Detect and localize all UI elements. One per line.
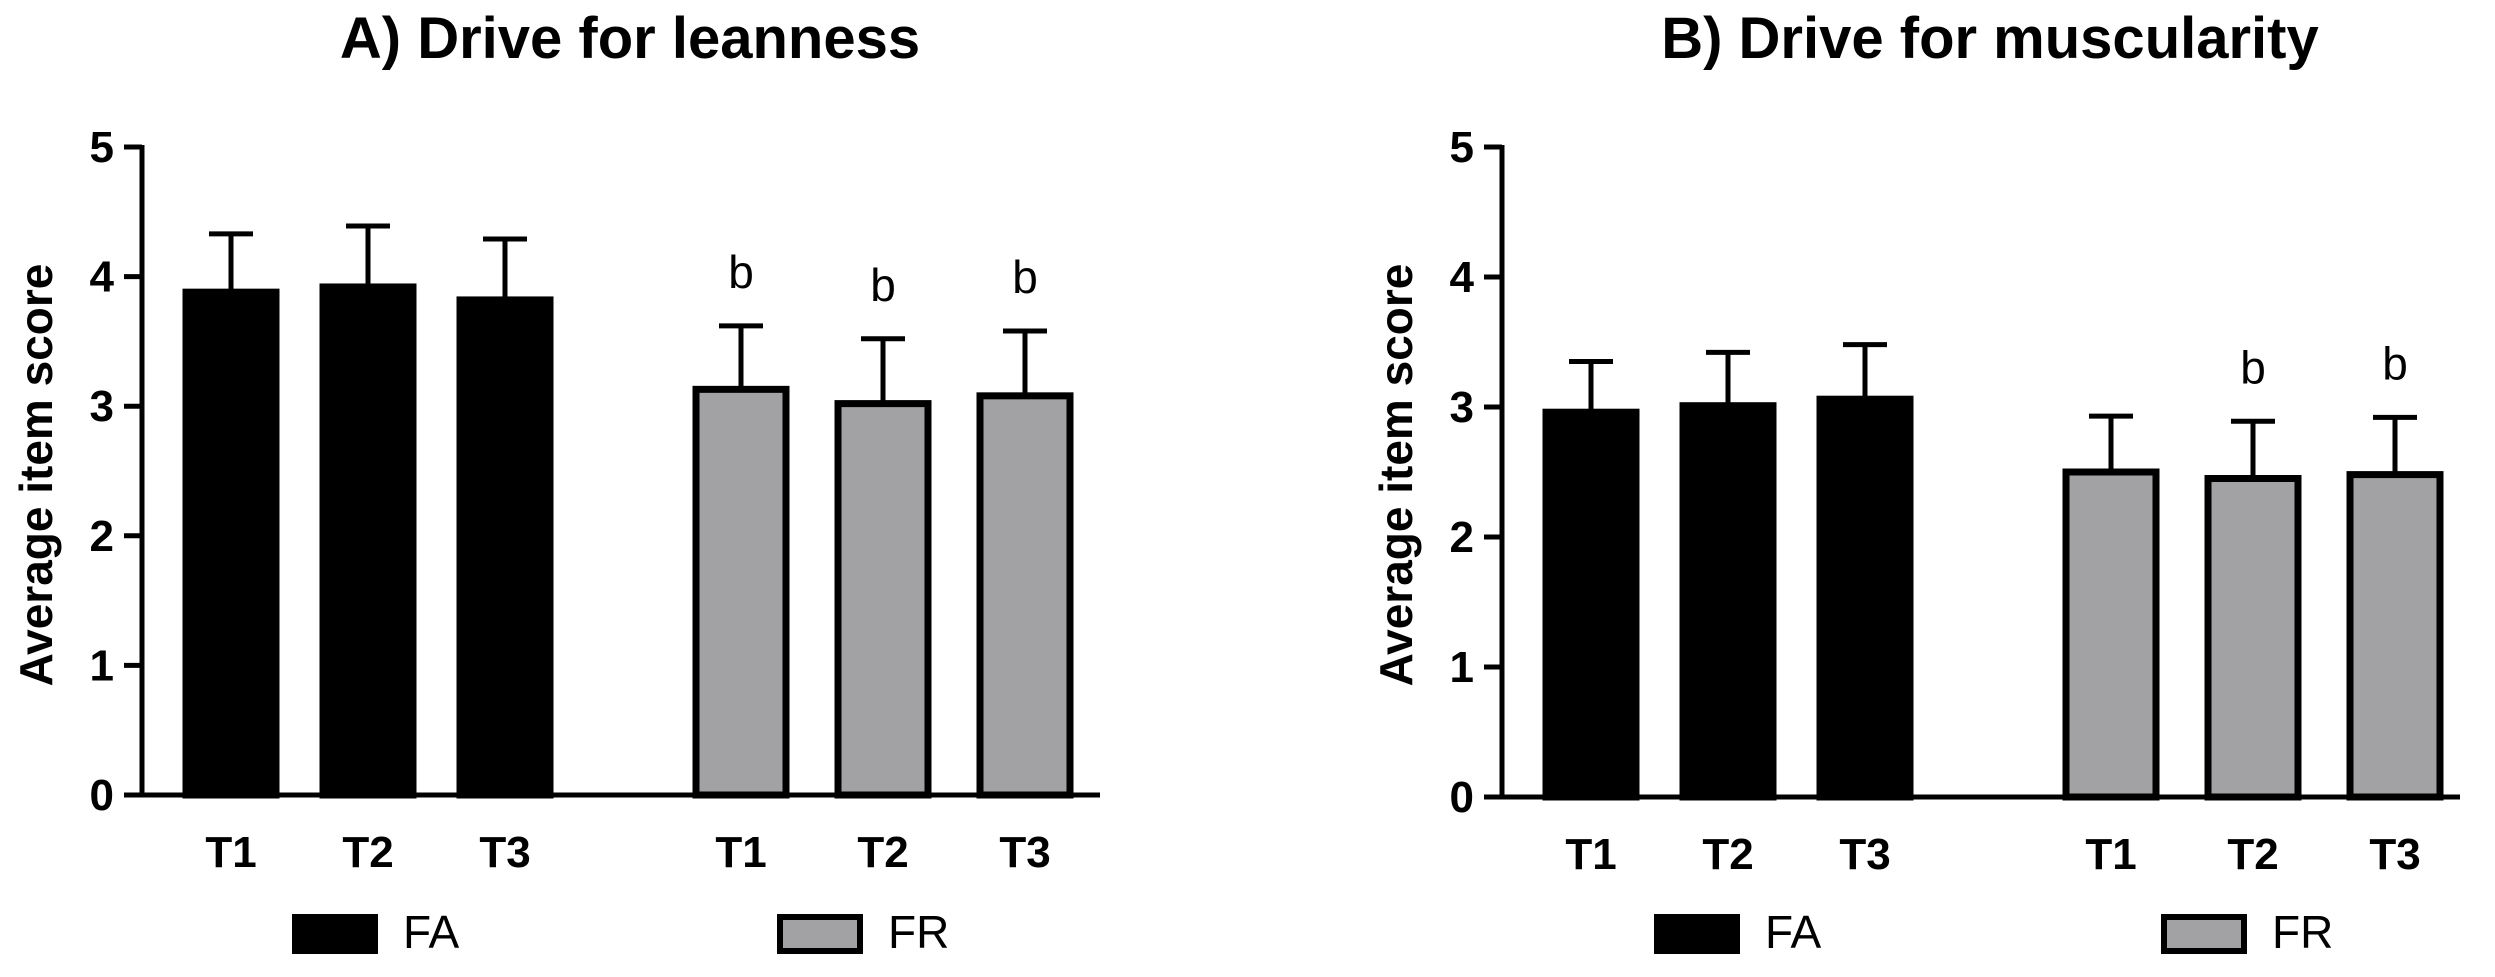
bar-fa-t1 bbox=[1542, 408, 1640, 801]
legend-swatch-fa bbox=[1654, 914, 1740, 954]
x-tick-label: T3 bbox=[479, 828, 530, 877]
y-tick-label: 5 bbox=[1450, 123, 1474, 172]
x-tick-label: T3 bbox=[2369, 830, 2420, 879]
legend-label: FA bbox=[1765, 906, 1822, 958]
panel-a: A) Drive for leanness Average item score… bbox=[10, 6, 1100, 958]
x-tick-label: T2 bbox=[857, 828, 908, 877]
legend-label: FR bbox=[2272, 906, 2333, 958]
x-tick-label: T1 bbox=[1565, 830, 1616, 879]
y-tick-label: 4 bbox=[90, 253, 115, 302]
bar-fa-t3 bbox=[456, 296, 554, 799]
legend-label: FA bbox=[403, 906, 460, 958]
x-tick-label: T1 bbox=[715, 828, 766, 877]
legend-label: FR bbox=[888, 906, 949, 958]
significance-label: b bbox=[728, 246, 754, 298]
bar-fa-t3 bbox=[1816, 395, 1914, 801]
chart-title: A) Drive for leanness bbox=[340, 6, 920, 71]
y-tick-label: 3 bbox=[90, 382, 114, 431]
legend-swatch-fr bbox=[2161, 914, 2247, 954]
x-tick-label: T2 bbox=[342, 828, 393, 877]
x-tick-label: T2 bbox=[2227, 830, 2278, 879]
y-tick-label: 1 bbox=[1450, 643, 1474, 692]
x-tick-label: T3 bbox=[999, 828, 1050, 877]
significance-label: b bbox=[2240, 341, 2266, 393]
y-tick-label: 0 bbox=[1450, 773, 1474, 822]
legend-swatch-fa bbox=[292, 914, 378, 954]
y-tick-label: 4 bbox=[1450, 253, 1475, 302]
chart-title: B) Drive for muscularity bbox=[1661, 6, 2319, 71]
y-tick-label: 0 bbox=[90, 771, 114, 820]
bar-fr-t2 bbox=[834, 400, 932, 799]
bar-fr-t1 bbox=[692, 385, 790, 799]
bar-fr-t3 bbox=[976, 392, 1074, 799]
bar-fa-t1 bbox=[182, 288, 280, 799]
x-tick-label: T1 bbox=[205, 828, 256, 877]
bar-fa-t2 bbox=[1679, 402, 1777, 801]
bar-fr-t3 bbox=[2346, 471, 2444, 801]
y-tick-label: 2 bbox=[90, 512, 114, 561]
y-tick-label: 5 bbox=[90, 123, 114, 172]
y-tick-label: 3 bbox=[1450, 383, 1474, 432]
significance-label: b bbox=[1012, 251, 1038, 303]
legend-swatch-fr bbox=[777, 914, 863, 954]
panel-b: B) Drive for muscularity Average item sc… bbox=[1370, 6, 2460, 958]
bar-fr-t2 bbox=[2204, 475, 2302, 801]
x-tick-label: T3 bbox=[1839, 830, 1890, 879]
bar-fa-t2 bbox=[319, 283, 417, 799]
bar-fr-t1 bbox=[2062, 468, 2160, 801]
significance-label: b bbox=[870, 259, 896, 311]
x-tick-label: T2 bbox=[1702, 830, 1753, 879]
y-axis-label: Average item score bbox=[10, 264, 62, 687]
significance-label: b bbox=[2382, 337, 2408, 389]
y-axis-label: Average item score bbox=[1370, 264, 1422, 687]
y-tick-label: 2 bbox=[1450, 513, 1474, 562]
y-tick-label: 1 bbox=[90, 641, 114, 690]
x-tick-label: T1 bbox=[2085, 830, 2136, 879]
